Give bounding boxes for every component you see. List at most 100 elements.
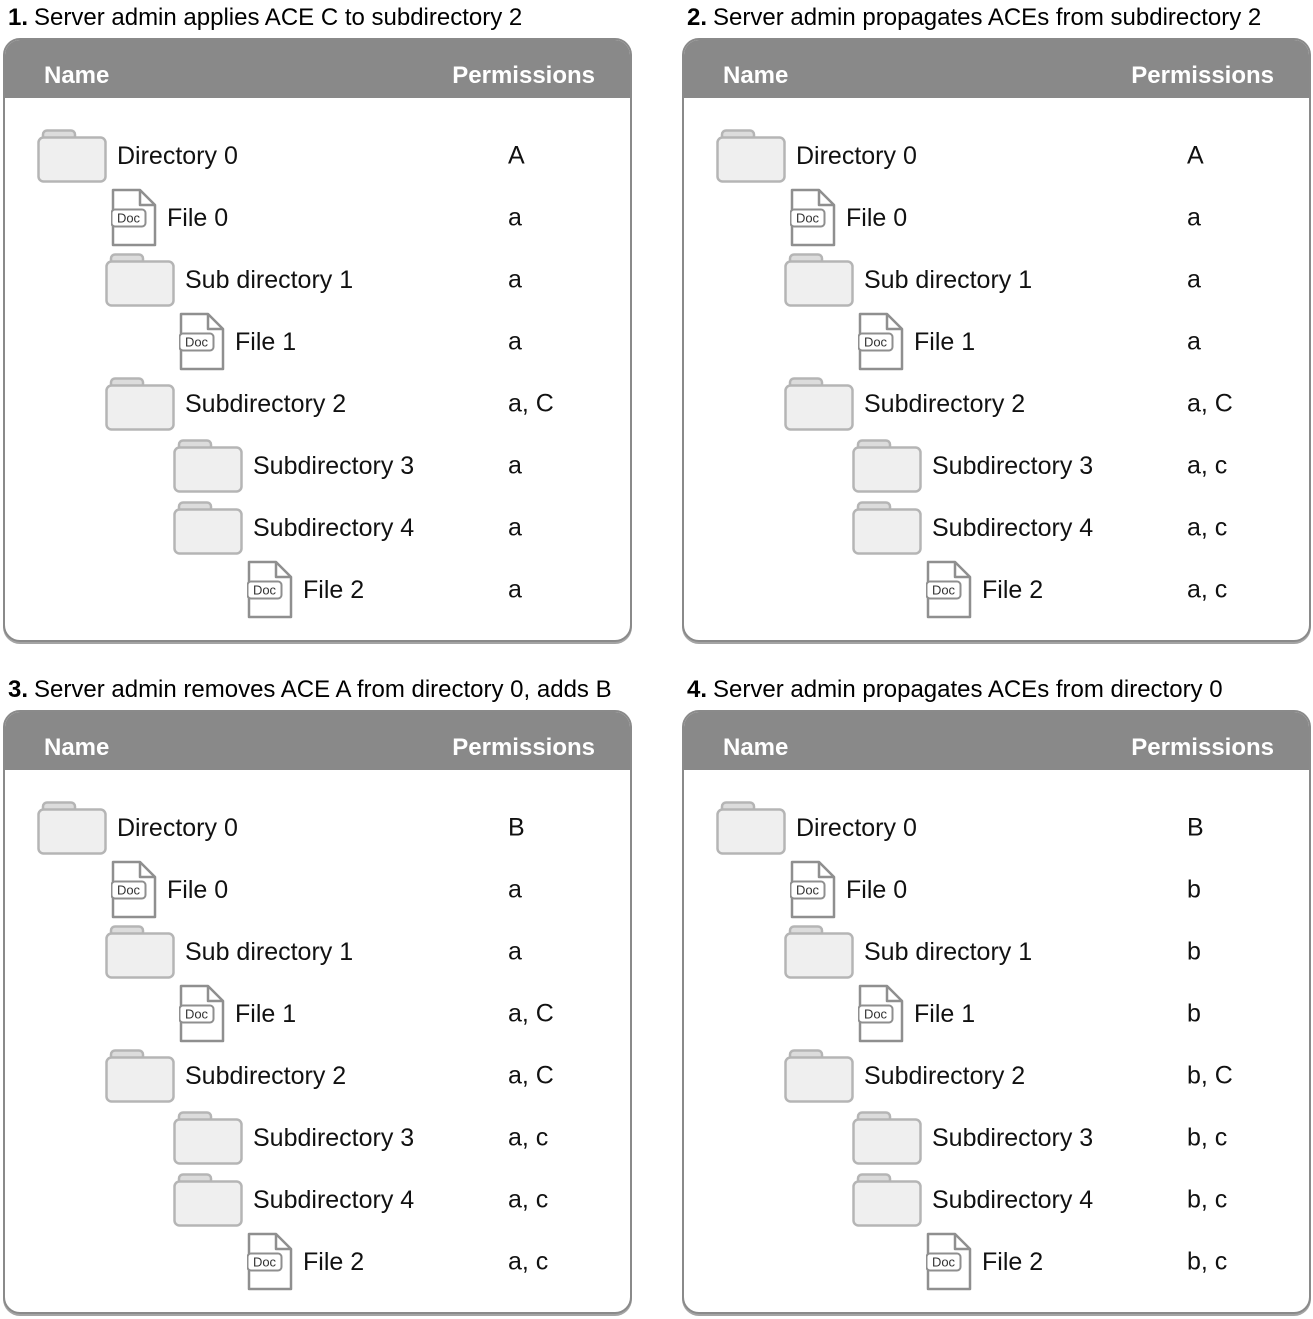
svg-text:Doc: Doc	[117, 210, 141, 225]
folder-icon	[784, 377, 854, 431]
item-permissions: B	[508, 813, 525, 842]
item-name: File 1	[914, 327, 976, 356]
svg-text:Doc: Doc	[864, 1006, 888, 1021]
item-name: Subdirectory 3	[253, 1123, 415, 1152]
item-name: File 2	[982, 1247, 1044, 1276]
tree-row: Doc File 2 b, c	[684, 1231, 1309, 1293]
folder-icon	[784, 1049, 854, 1103]
item-permissions: a	[508, 265, 522, 294]
tree-row: Directory 0 B	[684, 797, 1309, 859]
folder-icon	[852, 1111, 922, 1165]
tree-row: Subdirectory 3 a, c	[684, 435, 1309, 497]
svg-text:Doc: Doc	[185, 1006, 209, 1021]
item-name: File 2	[303, 575, 365, 604]
permissions-table: Name Permissions Directory 0 A Doc File …	[682, 38, 1311, 642]
step-panel-1: 1. Server admin applies ACE C to subdirec…	[3, 0, 632, 642]
tree-row: Doc File 2 a	[5, 559, 630, 621]
document-icon: Doc	[790, 860, 836, 919]
tree-row: Sub directory 1 a	[684, 249, 1309, 311]
folder-icon	[105, 925, 175, 979]
item-permissions: b	[1187, 875, 1201, 904]
tree-row: Doc File 1 a	[684, 311, 1309, 373]
tree-row: Subdirectory 4 b, c	[684, 1169, 1309, 1231]
document-icon: Doc	[247, 1232, 293, 1291]
tree-row: Directory 0 B	[5, 797, 630, 859]
folder-icon	[173, 1173, 243, 1227]
item-name: File 1	[914, 999, 976, 1028]
svg-text:Doc: Doc	[253, 1254, 277, 1269]
item-permissions: a, C	[1187, 389, 1233, 418]
tree-row: Subdirectory 4 a	[5, 497, 630, 559]
folder-icon	[105, 1049, 175, 1103]
folder-icon	[173, 439, 243, 493]
item-name: Sub directory 1	[864, 937, 1033, 966]
step-panel-4: 4. Server admin propagates ACEs from dire…	[682, 672, 1311, 1314]
tree-row: Doc File 1 a, C	[5, 983, 630, 1045]
item-permissions: a	[508, 327, 522, 356]
item-name: Subdirectory 4	[253, 513, 415, 542]
item-permissions: a	[1187, 327, 1201, 356]
tree-rows: Directory 0 B Doc File 0 b Sub directory…	[684, 770, 1309, 1293]
item-name: File 0	[846, 875, 908, 904]
item-permissions: b, C	[1187, 1061, 1233, 1090]
folder-icon	[37, 129, 107, 183]
item-name: Sub directory 1	[185, 937, 354, 966]
tree-row: Subdirectory 2 a, C	[5, 1045, 630, 1107]
column-header-name: Name	[44, 62, 110, 89]
item-name: File 1	[235, 999, 297, 1028]
document-icon: Doc	[926, 560, 972, 619]
column-header-permissions: Permissions	[1131, 62, 1274, 89]
table-header: Name Permissions	[684, 40, 1309, 98]
svg-text:Doc: Doc	[864, 334, 888, 349]
column-header-permissions: Permissions	[452, 734, 595, 761]
item-name: Directory 0	[117, 813, 238, 842]
tree-row: Directory 0 A	[5, 125, 630, 187]
item-permissions: a	[508, 875, 522, 904]
item-name: Subdirectory 3	[932, 451, 1094, 480]
svg-text:Doc: Doc	[932, 1254, 956, 1269]
svg-text:Doc: Doc	[796, 210, 820, 225]
folder-icon	[37, 801, 107, 855]
item-permissions: a, C	[508, 389, 554, 418]
tree-row: Subdirectory 2 b, C	[684, 1045, 1309, 1107]
folder-icon	[852, 439, 922, 493]
tree-row: Doc File 2 a, c	[684, 559, 1309, 621]
step-title-text: Server admin removes ACE A from director…	[34, 676, 612, 703]
tree-row: Subdirectory 3 a, c	[5, 1107, 630, 1169]
item-permissions: a	[1187, 265, 1201, 294]
item-name: Directory 0	[796, 813, 917, 842]
step-panel-2: 2. Server admin propagates ACEs from subd…	[682, 0, 1311, 642]
folder-icon	[173, 1111, 243, 1165]
tree-row: Subdirectory 3 a	[5, 435, 630, 497]
permissions-table: Name Permissions Directory 0 B Doc File …	[682, 710, 1311, 1314]
item-name: Directory 0	[117, 141, 238, 170]
item-permissions: b	[1187, 937, 1201, 966]
step-title: 3. Server admin removes ACE A from direct…	[8, 676, 632, 704]
tree-row: Directory 0 A	[684, 125, 1309, 187]
folder-icon	[105, 377, 175, 431]
document-icon: Doc	[179, 984, 225, 1043]
item-name: Subdirectory 2	[864, 389, 1026, 418]
item-permissions: a	[508, 575, 522, 604]
item-name: File 2	[303, 1247, 365, 1276]
column-header-name: Name	[44, 734, 110, 761]
tree-row: Doc File 1 b	[684, 983, 1309, 1045]
item-name: Subdirectory 3	[932, 1123, 1094, 1152]
step-title-text: Server admin applies ACE C to subdirecto…	[34, 4, 523, 31]
item-permissions: a, c	[1187, 575, 1228, 604]
item-permissions: A	[1187, 141, 1204, 170]
column-header-name: Name	[723, 62, 789, 89]
permissions-table: Name Permissions Directory 0 A Doc File …	[3, 38, 632, 642]
item-permissions: a, C	[508, 999, 554, 1028]
tree-rows: Directory 0 A Doc File 0 a Sub directory…	[5, 98, 630, 621]
item-permissions: a	[508, 937, 522, 966]
svg-text:Doc: Doc	[185, 334, 209, 349]
item-name: Subdirectory 4	[253, 1185, 415, 1214]
tree-row: Sub directory 1 b	[684, 921, 1309, 983]
item-name: Sub directory 1	[864, 265, 1033, 294]
document-icon: Doc	[179, 312, 225, 371]
folder-icon	[852, 501, 922, 555]
item-name: Subdirectory 4	[932, 513, 1094, 542]
item-permissions: A	[508, 141, 525, 170]
tree-rows: Directory 0 A Doc File 0 a Sub directory…	[684, 98, 1309, 621]
